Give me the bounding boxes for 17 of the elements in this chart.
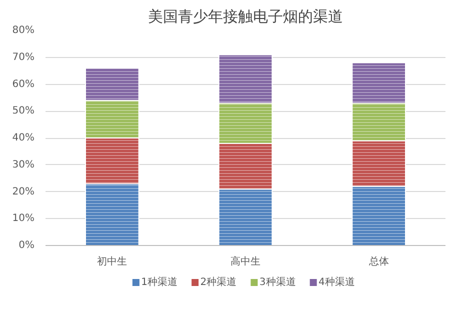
y-tick-label: 60% bbox=[12, 78, 35, 90]
legend-label: 4种渠道 bbox=[318, 276, 355, 288]
legend-label: 1种渠道 bbox=[141, 276, 178, 288]
chart-title: 美国青少年接触电子烟的渠道 bbox=[148, 8, 343, 26]
y-tick-label: 20% bbox=[12, 186, 35, 198]
x-tick-label: 初中生 bbox=[97, 256, 128, 268]
y-tick-label: 50% bbox=[12, 106, 35, 117]
y-tick-label: 0% bbox=[18, 240, 35, 251]
y-tick-label: 70% bbox=[12, 52, 35, 63]
x-tick-label: 高中生 bbox=[230, 256, 260, 268]
y-tick-label: 80% bbox=[12, 25, 35, 36]
y-tick-label: 40% bbox=[12, 132, 35, 144]
legend-label: 2种渠道 bbox=[200, 276, 237, 288]
y-tick-label: 10% bbox=[12, 213, 35, 224]
y-tick-label: 30% bbox=[12, 159, 35, 170]
x-tick-label: 总体 bbox=[368, 256, 389, 268]
legend-label: 3种渠道 bbox=[259, 276, 296, 288]
